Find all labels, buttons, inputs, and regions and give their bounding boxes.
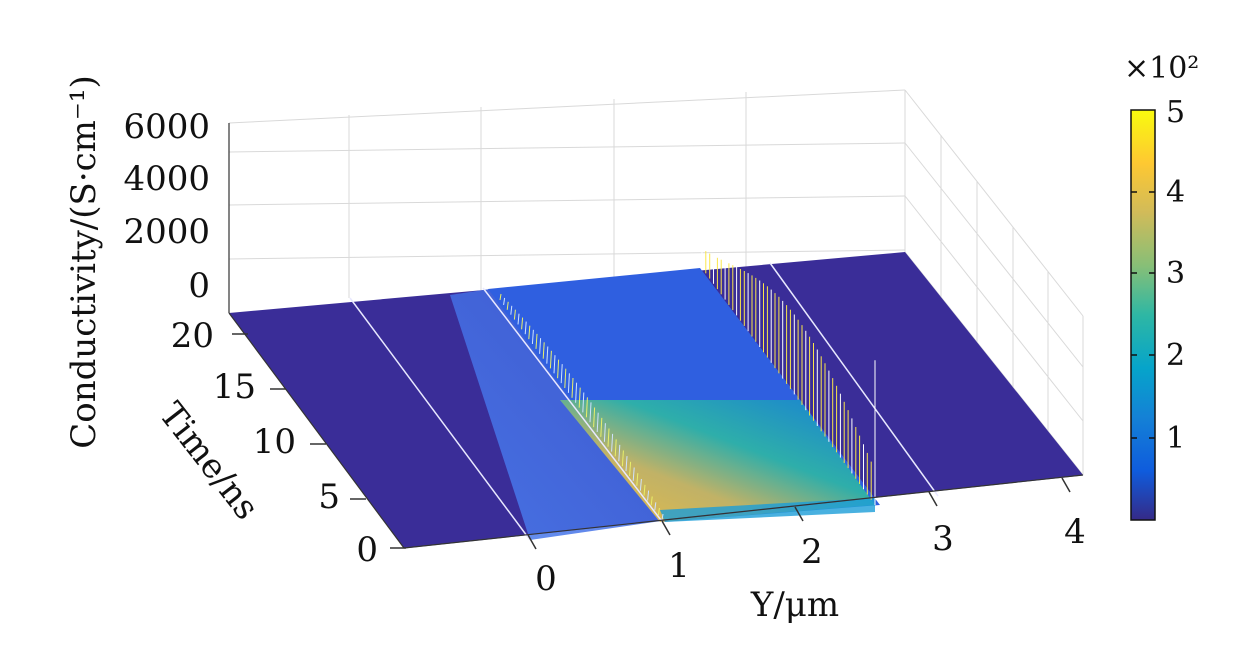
surface-front-rim — [660, 498, 875, 522]
spike-line — [596, 412, 599, 433]
y-tick-label: 2 — [801, 532, 823, 572]
spike-line — [560, 364, 563, 384]
z-tick-label: 0 — [188, 266, 210, 306]
spike-line — [639, 478, 642, 491]
spike-line — [650, 496, 653, 506]
surface-edge-left — [349, 297, 531, 541]
time-tick-label: 20 — [171, 316, 214, 356]
spike-line — [578, 387, 581, 408]
spike-line — [571, 377, 574, 398]
spike-line — [636, 473, 639, 486]
surface-edge-right — [769, 262, 939, 497]
grid — [228, 89, 1084, 476]
spike-line — [618, 444, 621, 462]
spike-line — [535, 333, 538, 349]
spike-line — [603, 423, 606, 442]
spike-line — [506, 301, 509, 310]
spike-line — [517, 313, 520, 325]
spike-line — [503, 297, 506, 305]
spike-line — [528, 325, 531, 340]
spike-line — [524, 321, 527, 335]
surface — [229, 252, 1084, 549]
spike-line — [546, 346, 549, 364]
spike-line — [575, 382, 578, 403]
spike-line — [607, 428, 610, 447]
colorbar-tick-label: 1 — [1166, 421, 1185, 456]
colorbar-tick-label: 4 — [1166, 175, 1185, 210]
spike-line — [567, 373, 570, 393]
spike-line — [513, 309, 516, 320]
spike-line — [632, 467, 635, 481]
z-tick-label: 2000 — [123, 212, 210, 252]
surface-left-band — [450, 289, 668, 540]
z-axis: 0 2000 4000 6000 Conductivity/(S·cm⁻¹) — [64, 75, 230, 449]
spike-line — [553, 355, 556, 374]
time-tick-label: 5 — [318, 477, 340, 517]
surface-edge-mid — [482, 287, 665, 525]
y-tick-label: 1 — [668, 546, 690, 586]
spike-line — [621, 450, 624, 467]
z-axis-title: Conductivity/(S·cm⁻¹) — [64, 75, 104, 449]
time-tick-label: 15 — [213, 367, 256, 407]
spike-line — [589, 402, 592, 423]
colorbar-multiplier: ×10² — [1124, 51, 1199, 86]
z-tick-label: 4000 — [123, 159, 210, 199]
y-tick-label: 3 — [932, 519, 954, 559]
colorbar-tick-label: 5 — [1166, 95, 1185, 130]
spike-line — [510, 305, 513, 315]
spike-line — [521, 317, 524, 330]
z-tick-label: 6000 — [123, 107, 210, 147]
spike-line — [542, 342, 545, 359]
spike-line — [647, 490, 650, 501]
spikes — [499, 248, 876, 521]
colorbar-tick-label: 2 — [1166, 338, 1185, 373]
spike-line — [654, 502, 657, 511]
spike-line — [539, 338, 542, 354]
time-tick-label: 0 — [356, 530, 378, 570]
spike-line — [611, 433, 614, 452]
spike-line — [531, 329, 534, 345]
spike-line — [593, 407, 596, 428]
spike-line — [582, 392, 585, 413]
colorbar-tick-label: 3 — [1166, 256, 1185, 291]
spike-line — [585, 397, 588, 418]
spike-line — [499, 293, 502, 301]
time-axis-title: Time/ns — [151, 395, 267, 527]
spike-line — [643, 484, 646, 496]
colorbar-bar — [1130, 109, 1156, 521]
y-axis-title: Y/μm — [750, 585, 839, 625]
time-tick-label: 10 — [253, 422, 296, 462]
y-position-axis: 0 1 2 3 4 Y/μm — [403, 474, 1086, 625]
y-tick-label: 0 — [535, 559, 557, 599]
spike-line — [564, 368, 567, 389]
spike-line — [600, 417, 603, 437]
spike-line — [625, 456, 628, 472]
spike-line — [629, 461, 632, 477]
spike-line — [614, 439, 617, 457]
colorbar: 1 2 3 4 5 ×10² — [1124, 51, 1199, 521]
spike-line — [661, 513, 664, 521]
spike-line — [557, 359, 560, 379]
spike-line — [549, 350, 552, 369]
spike-line — [657, 508, 660, 516]
y-tick-label: 4 — [1064, 512, 1086, 552]
